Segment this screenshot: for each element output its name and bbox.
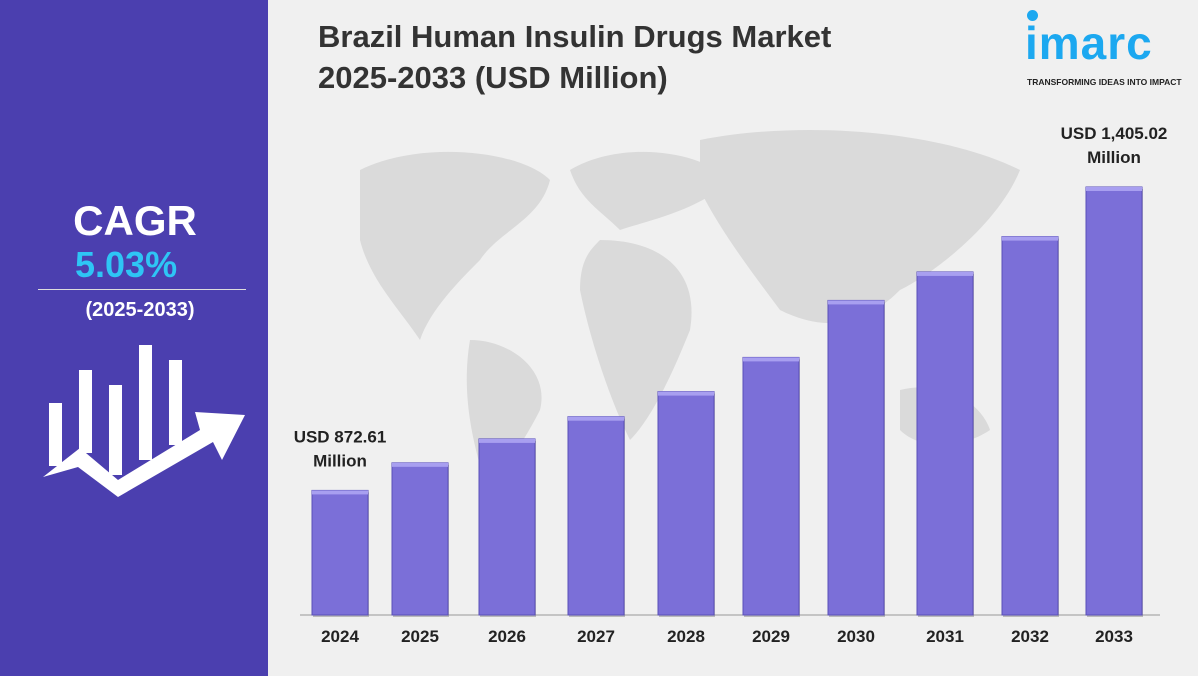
- bar-top-highlight: [828, 300, 884, 305]
- chart-title: Brazil Human Insulin Drugs Market 2025-20…: [318, 16, 831, 98]
- bar-top-highlight: [917, 271, 973, 276]
- cagr-label: CAGR: [73, 197, 197, 244]
- title-line-1: Brazil Human Insulin Drugs Market: [318, 19, 832, 54]
- bar-2031: [916, 271, 974, 616]
- bar-2027: [567, 416, 625, 616]
- x-tick-label: 2024: [321, 627, 359, 646]
- x-tick-label: 2027: [577, 627, 615, 646]
- data-label: Million: [313, 451, 367, 470]
- x-tick-label: 2030: [837, 627, 875, 646]
- bar-top-highlight: [312, 490, 368, 495]
- x-tick-label: 2026: [488, 627, 526, 646]
- x-tick-label: 2031: [926, 627, 964, 646]
- bar-chart-growth-arrow-icon: [43, 345, 245, 497]
- bar-2029: [742, 356, 800, 616]
- data-label: USD 1,405.02: [1061, 124, 1168, 143]
- x-tick-label: 2025: [401, 627, 439, 646]
- bar-top-highlight: [568, 416, 624, 421]
- bar-top-highlight: [658, 391, 714, 396]
- logo-wordmark: imarc: [1025, 17, 1153, 69]
- bar-top-highlight: [743, 357, 799, 362]
- logo-tagline: TRANSFORMING IDEAS INTO IMPACT: [1027, 77, 1182, 87]
- title-line-2: 2025-2033 (USD Million): [318, 60, 668, 95]
- divider: [38, 289, 246, 290]
- bar-2025: [391, 462, 449, 616]
- bar-top-highlight: [1002, 236, 1058, 241]
- data-label: Million: [1087, 148, 1141, 167]
- x-tick-label: 2032: [1011, 627, 1049, 646]
- bar-2026: [478, 438, 536, 616]
- x-tick-label: 2033: [1095, 627, 1133, 646]
- cagr-value: 5.03%: [75, 244, 178, 285]
- logo-dot: [1027, 10, 1038, 21]
- bar-2030: [827, 299, 885, 616]
- cagr-period: (2025-2033): [85, 299, 195, 321]
- world-map-background: [360, 130, 1020, 500]
- data-label: USD 872.61: [294, 427, 387, 446]
- bar-top-highlight: [479, 438, 535, 443]
- bar-2033: [1085, 186, 1143, 616]
- bar-2028: [657, 391, 715, 616]
- x-tick-label: 2029: [752, 627, 790, 646]
- cagr-panel: CAGR 5.03% (2025-2033): [0, 0, 268, 676]
- bar-top-highlight: [1086, 187, 1142, 191]
- bar-2032: [1001, 236, 1059, 616]
- x-tick-label: 2028: [667, 627, 705, 646]
- bar-top-highlight: [392, 462, 448, 467]
- bar-2024: [311, 489, 369, 616]
